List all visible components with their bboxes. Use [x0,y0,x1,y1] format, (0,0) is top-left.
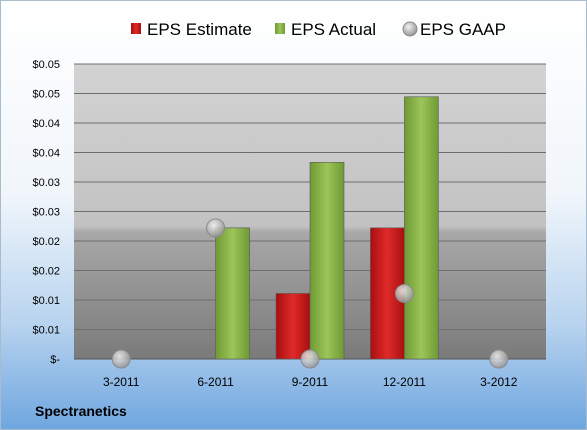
legend-marker-eps-gaap [402,21,418,37]
point-eps-gaap [206,218,226,238]
y-tick-label: $0.03 [32,207,60,219]
y-tick-label: $0.04 [32,148,60,160]
y-tick-label: $0.01 [32,325,60,337]
x-tick-label: 9-2011 [292,375,329,389]
x-tick-label: 3-2012 [480,375,518,389]
bar-eps-actual [215,227,250,360]
x-tick-label: 12-2011 [383,375,426,389]
y-axis-ticks: $- $0.01 $0.01 $0.02 $0.02 $0.03 $0.03 $0.04 $0.… [32,59,60,366]
legend-label-eps-estimate: EPS Estimate [147,20,252,39]
y-tick-label: $0.04 [32,118,60,130]
bar-eps-estimate [275,293,311,360]
gaap-points [111,218,509,369]
x-axis-ticks: 3-2011 6-2011 9-2011 12-2011 3-2012 [103,375,518,389]
bar-eps-actual [404,96,439,360]
y-tick-label: $0.03 [32,177,60,189]
company-name: Spectranetics [35,403,127,419]
point-eps-gaap [489,349,509,369]
legend-label-eps-gaap: EPS GAAP [420,20,506,39]
legend: EPS Estimate EPS Actual EPS GAAP [131,20,506,39]
point-eps-gaap [394,283,414,303]
y-tick-label: $- [50,354,60,366]
bar-eps-actual [309,162,345,360]
y-tick-label: $0.05 [32,89,60,101]
x-tick-label: 3-2011 [103,375,140,389]
y-tick-label: $0.01 [32,295,60,307]
legend-label-eps-actual: EPS Actual [291,20,376,39]
legend-marker-eps-estimate [131,23,141,34]
point-eps-gaap [111,349,131,369]
point-eps-gaap [300,349,320,369]
y-tick-label: $0.05 [32,59,60,71]
x-tick-label: 6-2011 [197,375,234,389]
legend-marker-eps-actual [275,23,285,34]
y-tick-label: $0.02 [32,236,60,248]
y-tick-label: $0.02 [32,266,60,278]
